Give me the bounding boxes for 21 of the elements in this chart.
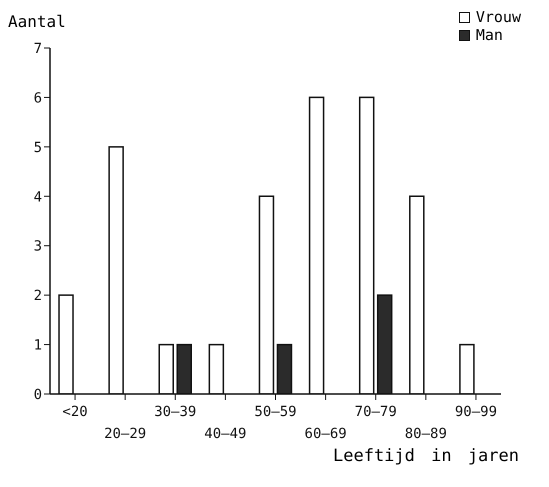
legend-label: Vrouw (474, 8, 521, 26)
y-tick-label: 6 (34, 90, 42, 106)
x-tick-label: 70–79 (354, 404, 397, 420)
x-tick-label: 80–89 (404, 426, 447, 442)
x-tick-label: 90–99 (454, 404, 498, 420)
x-tick-label: 30–39 (154, 404, 196, 420)
y-axis-title: Aantal (8, 12, 66, 31)
x-tick-label: <20 (62, 404, 88, 420)
y-tick-label: 0 (34, 386, 42, 403)
y-tick-label: 5 (34, 140, 42, 156)
y-tick-label: 2 (34, 288, 42, 304)
x-tick-label: 60–69 (304, 426, 347, 442)
legend-label: Man (474, 26, 504, 44)
x-tick-label: 50–59 (254, 404, 297, 420)
y-tick-label: 4 (34, 189, 42, 206)
y-tick-label: 1 (34, 338, 42, 354)
x-tick-label: 40–49 (204, 426, 246, 442)
x-axis-title: Leeftijd in jaren (333, 446, 519, 466)
y-tick-label: 3 (34, 238, 42, 255)
x-tick-label: 20–29 (104, 426, 146, 442)
y-tick-label: 7 (34, 40, 42, 57)
